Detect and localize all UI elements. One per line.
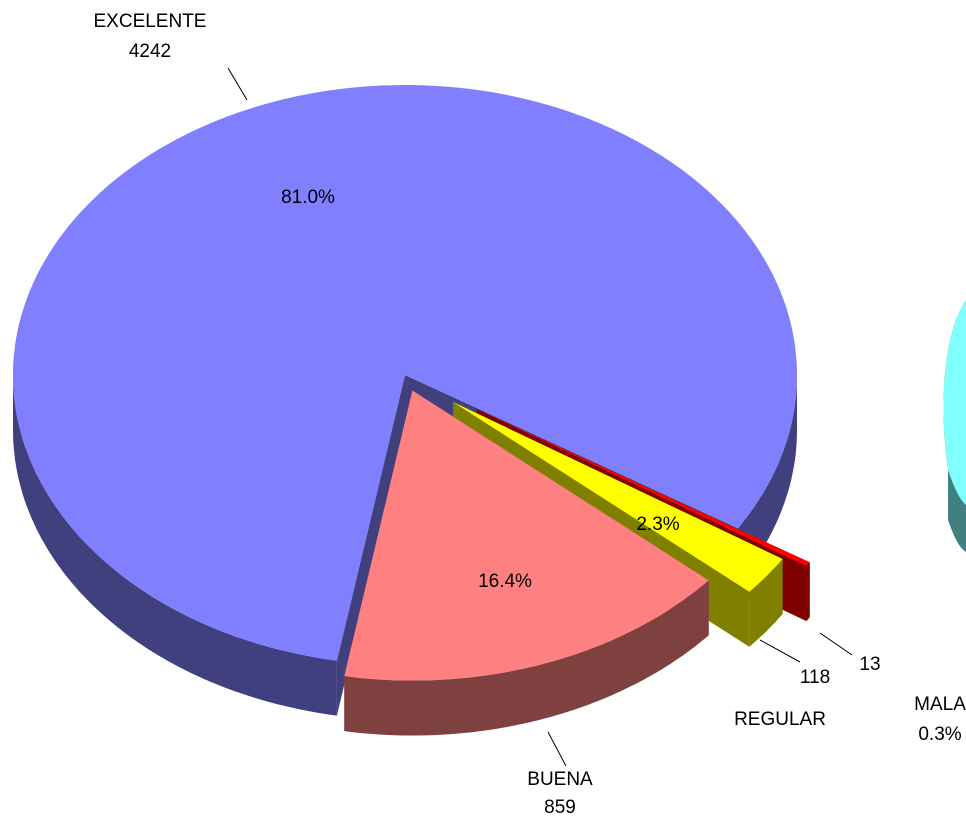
value-label: 13 (859, 654, 880, 675)
slice (344, 390, 709, 681)
slice-outer-wall (737, 375, 797, 584)
slice-outer-wall (806, 562, 810, 622)
slice-outer-wall (749, 559, 783, 647)
leader-line (759, 639, 801, 663)
category-label: EXCELENTE (94, 11, 207, 32)
percentage-label: 0.3% (918, 724, 961, 745)
category-label: MALA (914, 694, 966, 715)
slice-outer-wall (13, 375, 337, 716)
value-label: 4242 (129, 41, 171, 62)
slice (13, 85, 797, 661)
percentage-label: 2.3% (636, 514, 679, 535)
value-label: 118 (800, 667, 830, 688)
slice (476, 409, 810, 567)
adjacent-chart-top (943, 300, 966, 505)
category-label: REGULAR (734, 709, 826, 730)
percentage-label: 81.0% (281, 187, 335, 208)
leader-line (547, 731, 567, 767)
category-label: BUENA (527, 769, 593, 790)
leader-line (227, 67, 248, 101)
slice-edge-wall (336, 375, 405, 716)
percentage-label: 16.4% (478, 571, 532, 592)
value-label: 859 (544, 797, 576, 818)
slice-outer-wall (344, 580, 709, 736)
slice (453, 402, 783, 592)
leader-line (819, 632, 853, 656)
